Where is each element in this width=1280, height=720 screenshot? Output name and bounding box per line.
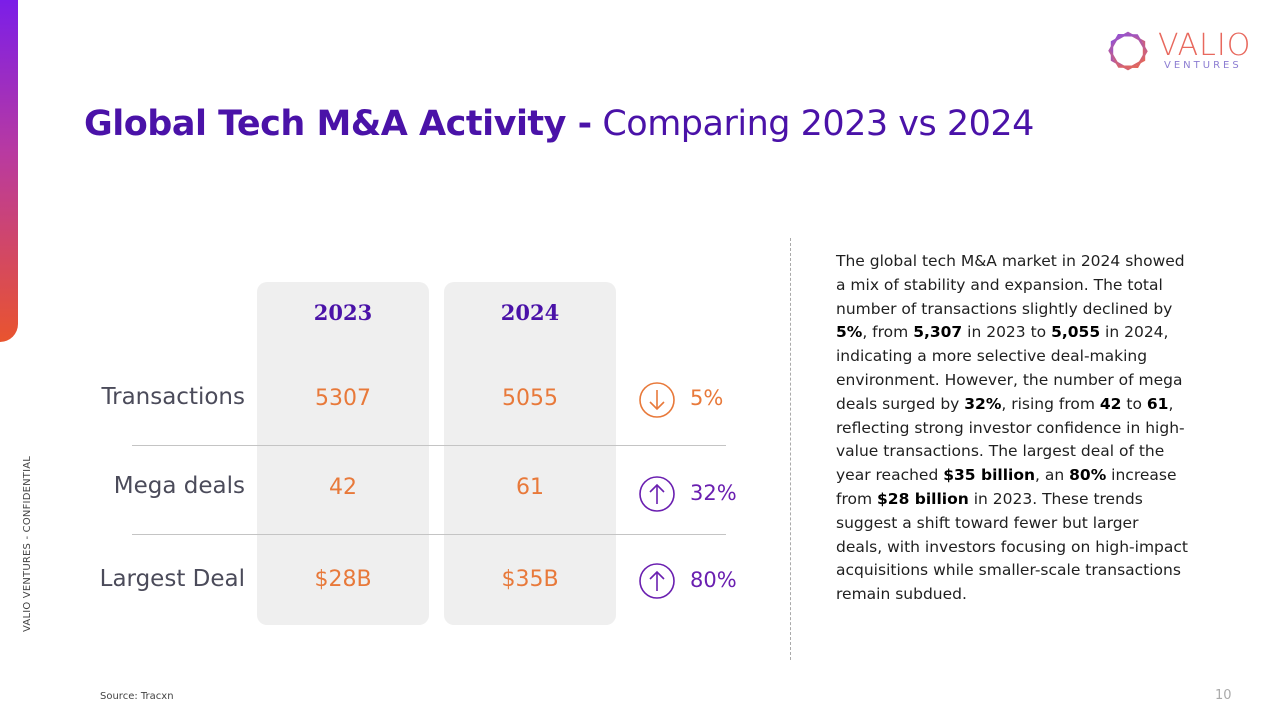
cell-transactions-2023: 5307 xyxy=(315,386,371,411)
paragraph-text: in 2023 to xyxy=(962,323,1052,342)
column-2023-background xyxy=(257,282,429,625)
paragraph-text: The global tech M&A market in 2024 showe… xyxy=(836,252,1185,318)
paragraph-text: , an xyxy=(1035,466,1070,485)
arrow-up-circle-icon xyxy=(639,563,675,599)
change-largest-deal: 80% xyxy=(690,568,737,592)
row-label-transactions: Transactions xyxy=(101,384,245,410)
column-2024-background xyxy=(444,282,616,625)
hexagon-logo-icon xyxy=(1108,31,1148,71)
paragraph-highlight: 42 xyxy=(1099,394,1122,413)
source-note: Source: Tracxn xyxy=(100,691,174,702)
accent-bar xyxy=(0,0,18,342)
title-bold: Global Tech M&A Activity - xyxy=(84,104,592,144)
logo-wordmark: VALIO xyxy=(1158,28,1252,63)
change-transactions: 5% xyxy=(690,386,724,410)
logo-subtitle: VENTURES xyxy=(1164,60,1242,71)
arrow-down-circle-icon xyxy=(639,382,675,418)
paragraph-text: , rising from xyxy=(1001,394,1100,413)
cell-mega-deals-2023: 42 xyxy=(329,475,357,500)
cell-largest-deal-2024: $35B xyxy=(501,567,559,592)
row-label-largest-deal: Largest Deal xyxy=(99,566,245,592)
title-regular: Comparing 2023 vs 2024 xyxy=(602,104,1034,144)
summary-paragraph: The global tech M&A market in 2024 showe… xyxy=(836,250,1188,607)
paragraph-text: , from xyxy=(862,323,914,342)
paragraph-highlight: 61 xyxy=(1146,394,1169,413)
paragraph-highlight: 5% xyxy=(836,323,863,342)
slide-title: Global Tech M&A Activity - Comparing 202… xyxy=(84,104,1034,144)
paragraph-highlight: $28 billion xyxy=(877,489,969,508)
page-number: 10 xyxy=(1215,688,1232,703)
paragraph-text: in 2023. These trends suggest a shift to… xyxy=(836,489,1188,604)
cell-transactions-2024: 5055 xyxy=(502,386,558,411)
change-mega-deals: 32% xyxy=(690,481,737,505)
paragraph-highlight: 5,307 xyxy=(913,323,963,342)
paragraph-highlight: 5,055 xyxy=(1051,323,1101,342)
column-header-2024: 2024 xyxy=(500,300,560,325)
paragraph-highlight: 32% xyxy=(964,394,1002,413)
row-divider xyxy=(132,534,726,535)
row-divider xyxy=(132,445,726,446)
paragraph-text: to xyxy=(1121,394,1147,413)
valio-logo: VALIO VENTURES xyxy=(1106,28,1250,72)
column-header-2023: 2023 xyxy=(313,300,373,325)
arrow-up-circle-icon xyxy=(639,476,675,512)
vertical-divider xyxy=(790,238,791,660)
cell-largest-deal-2023: $28B xyxy=(314,567,372,592)
paragraph-text: in 2024, indicating a more selective dea… xyxy=(836,323,1183,413)
paragraph-text: , reflecting strong investor confidence … xyxy=(836,394,1185,485)
row-label-mega-deals: Mega deals xyxy=(113,473,245,499)
paragraph-highlight: 80% xyxy=(1069,466,1107,485)
paragraph-highlight: $35 billion xyxy=(943,466,1036,485)
paragraph-text: increase from xyxy=(836,466,1177,508)
cell-mega-deals-2024: 61 xyxy=(516,475,544,500)
